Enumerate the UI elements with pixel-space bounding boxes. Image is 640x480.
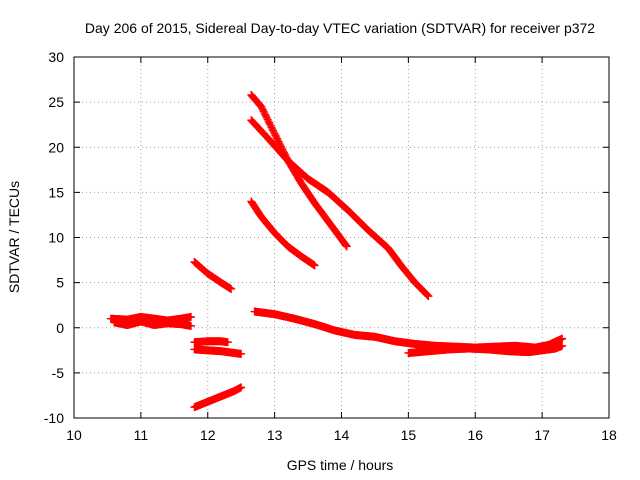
x-tick-label: 11 bbox=[134, 427, 149, 443]
data-point bbox=[310, 261, 319, 270]
series-arc-6 bbox=[190, 383, 246, 412]
series-arc-2 bbox=[110, 317, 196, 330]
y-tick-label: 30 bbox=[48, 49, 64, 65]
data-point bbox=[187, 321, 196, 330]
series-arc-11 bbox=[404, 341, 567, 358]
data-point bbox=[223, 338, 232, 347]
x-tick-label: 13 bbox=[267, 427, 283, 443]
x-tick-label: 12 bbox=[200, 427, 216, 443]
data-point bbox=[227, 284, 236, 293]
x-tick-label: 17 bbox=[534, 427, 550, 443]
series-arc-3 bbox=[190, 257, 236, 293]
y-tick-label: 15 bbox=[48, 184, 64, 200]
chart-title: Day 206 of 2015, Sidereal Day-to-day VTE… bbox=[85, 20, 595, 36]
y-tick-label: 20 bbox=[48, 139, 64, 155]
data-point bbox=[422, 290, 431, 299]
y-tick-label: 25 bbox=[48, 94, 64, 110]
data-point bbox=[187, 312, 196, 321]
x-tick-label: 15 bbox=[401, 427, 417, 443]
x-tick-label: 10 bbox=[66, 427, 82, 443]
series-arc-9 bbox=[247, 197, 319, 270]
x-tick-label: 14 bbox=[334, 427, 350, 443]
y-axis-label: SDTVAR / TECUs bbox=[6, 181, 22, 293]
y-tick-label: 5 bbox=[56, 275, 64, 291]
data-point bbox=[424, 292, 433, 301]
data-point bbox=[558, 334, 567, 343]
y-tick-label: 0 bbox=[56, 320, 64, 336]
data-points bbox=[106, 90, 567, 412]
axis-ticks: 10 11 12 13 14 15 16 17 18 -10 -5 0 5 10 15 20 25 30 bbox=[44, 49, 617, 443]
x-tick-label: 18 bbox=[601, 427, 617, 443]
series-arc-4 bbox=[190, 337, 232, 347]
series-arc-8 bbox=[247, 116, 433, 301]
y-tick-label: -5 bbox=[52, 365, 65, 381]
data-point bbox=[423, 291, 432, 300]
x-tick-label: 16 bbox=[467, 427, 483, 443]
y-tick-label: -10 bbox=[44, 410, 64, 426]
data-point bbox=[342, 242, 351, 251]
data-point bbox=[342, 241, 351, 250]
series-arc-5 bbox=[190, 345, 246, 358]
x-axis-label: GPS time / hours bbox=[287, 457, 394, 473]
y-tick-label: 10 bbox=[48, 230, 64, 246]
data-point bbox=[237, 349, 246, 358]
data-point bbox=[237, 383, 246, 392]
data-point bbox=[558, 341, 567, 350]
